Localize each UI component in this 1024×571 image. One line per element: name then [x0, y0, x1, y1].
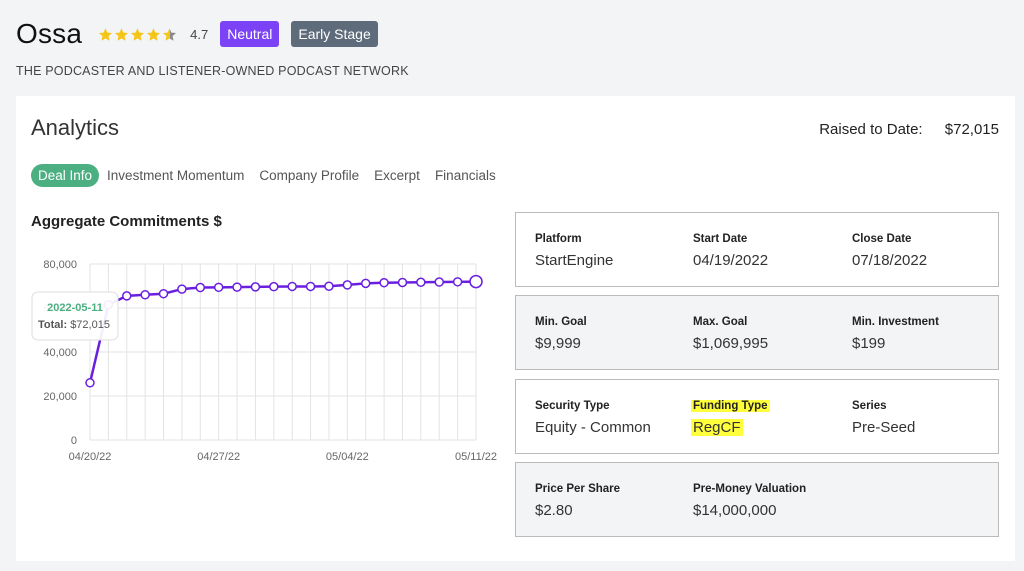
commitments-chart[interactable]: 020,00040,00060,00080,00004/20/2204/27/2…: [16, 236, 506, 471]
price-per-share-value: $2.80: [535, 502, 573, 519]
data-point: [250, 282, 261, 292]
raised-to-date: Raised to Date: $72,015: [819, 121, 999, 138]
raised-label: Raised to Date:: [819, 121, 923, 138]
security-type-value: Equity - Common: [535, 419, 651, 436]
start-date-value: 04/19/2022: [693, 252, 769, 269]
deal-info-row-4: Price Per Share $2.80 Pre-Money Valuatio…: [515, 462, 999, 537]
data-point: [213, 282, 224, 293]
min-goal-label: Min. Goal: [535, 316, 587, 328]
close-date-cell: Close Date 07/18/2022: [852, 229, 927, 269]
data-point: [158, 288, 169, 299]
max-goal-value: $1,069,995: [693, 335, 769, 352]
data-point: [397, 277, 408, 288]
x-tick-label: 05/11/22: [455, 451, 497, 463]
company-tagline: THE PODCASTER AND LISTENER-OWNED PODCAST…: [16, 64, 409, 78]
tab-deal-info[interactable]: Deal Info: [31, 164, 100, 187]
tab-investment-momentum[interactable]: Investment Momentum: [107, 168, 245, 183]
funding-type-value: RegCF: [691, 419, 743, 436]
company-name: Ossa: [16, 18, 83, 49]
data-point: [177, 284, 187, 294]
x-tick-label: 04/20/22: [69, 451, 112, 463]
analytics-title: Analytics: [31, 115, 120, 140]
series-line: [88, 280, 477, 384]
y-tick-label: 40,000: [43, 347, 77, 359]
chart-title: Aggregate Commitments $: [31, 213, 222, 230]
data-point: [360, 278, 371, 289]
data-point: [452, 277, 463, 287]
data-point: [140, 290, 150, 300]
data-point: [342, 280, 353, 290]
price-per-share-cell: Price Per Share $2.80: [535, 479, 620, 519]
data-point: [195, 282, 206, 293]
funding-type-label: Funding Type: [691, 400, 770, 412]
sentiment-badge: Neutral: [220, 21, 280, 47]
start-date-cell: Start Date 04/19/2022: [693, 229, 768, 269]
security-type-cell: Security Type Equity - Common: [535, 396, 651, 436]
data-point: [324, 281, 334, 291]
data-point: [305, 281, 316, 292]
min-investment-cell: Min. Investment $199: [852, 312, 939, 352]
chart-tooltip: 2022-05-11 Total: $72,015: [31, 291, 119, 341]
tooltip-total: Total: $72,015: [38, 319, 110, 331]
data-point: [122, 291, 132, 301]
tab-excerpt[interactable]: Excerpt: [374, 168, 420, 183]
rating-value: 4.7: [190, 26, 209, 42]
raised-value: $72,015: [944, 121, 999, 138]
pre-money-valuation-cell: Pre-Money Valuation $14,000,000: [693, 479, 806, 519]
data-point: [416, 277, 426, 288]
price-per-share-label: Price Per Share: [535, 483, 621, 495]
half-star-icon: [163, 27, 177, 41]
tooltip-box: [31, 291, 119, 341]
data-point: [232, 282, 242, 292]
tooltip-date: 2022-05-11: [47, 302, 103, 314]
min-goal-value: $9,999: [535, 335, 581, 352]
series-cell: Series Pre-Seed: [852, 396, 915, 436]
platform-cell: Platform StartEngine: [535, 229, 613, 269]
max-goal-cell: Max. Goal $1,069,995: [693, 312, 768, 352]
security-type-label: Security Type: [535, 400, 610, 412]
start-date-label: Start Date: [693, 233, 748, 245]
pre-money-valuation-label: Pre-Money Valuation: [693, 483, 807, 495]
data-point: [469, 274, 483, 289]
y-tick-label: 80,000: [43, 259, 77, 271]
data-point: [287, 281, 297, 292]
tooltip-total-value: $72,015: [70, 319, 110, 331]
star-icon: [131, 27, 145, 41]
x-tick-label: 04/27/22: [197, 451, 240, 463]
min-goal-cell: Min. Goal $9,999: [535, 312, 587, 352]
data-point: [434, 277, 444, 287]
x-tick-label: 05/04/22: [326, 451, 369, 463]
y-tick-label: 0: [71, 435, 77, 447]
series-label: Series: [852, 400, 887, 412]
analytics-tabs: Deal Info Investment Momentum Company Pr…: [31, 164, 511, 187]
deal-info-row-2: Min. Goal $9,999 Max. Goal $1,069,995 Mi…: [515, 295, 999, 370]
star-icon: [147, 27, 161, 41]
star-icon: [99, 27, 113, 41]
data-point: [379, 277, 389, 288]
deal-info-row-1: Platform StartEngine Start Date 04/19/20…: [515, 212, 999, 287]
stage-badge: Early Stage: [291, 21, 378, 47]
max-goal-label: Max. Goal: [693, 316, 748, 328]
min-investment-label: Min. Investment: [852, 316, 939, 328]
pre-money-valuation-value: $14,000,000: [693, 502, 777, 519]
star-rating: [98, 27, 177, 42]
company-header: Ossa 4.7 Neutral Early Stage: [16, 14, 378, 54]
platform-label: Platform: [535, 233, 582, 245]
funding-type-cell: Funding Type RegCF: [691, 396, 770, 436]
star-icon: [115, 27, 129, 41]
y-tick-label: 20,000: [43, 391, 77, 403]
tooltip-total-label: Total:: [38, 319, 70, 331]
tab-financials[interactable]: Financials: [434, 168, 496, 183]
min-investment-value: $199: [852, 335, 886, 352]
deal-info-row-3: Security Type Equity - Common Funding Ty…: [515, 379, 999, 454]
analytics-card: Analytics Raised to Date: $72,015 Deal I…: [16, 96, 1015, 561]
tab-company-profile[interactable]: Company Profile: [259, 168, 360, 183]
data-point: [269, 281, 279, 292]
close-date-value: 07/18/2022: [852, 252, 928, 269]
close-date-label: Close Date: [852, 233, 912, 245]
series-value: Pre-Seed: [852, 419, 916, 436]
platform-value: StartEngine: [535, 252, 614, 269]
data-point: [85, 378, 95, 388]
